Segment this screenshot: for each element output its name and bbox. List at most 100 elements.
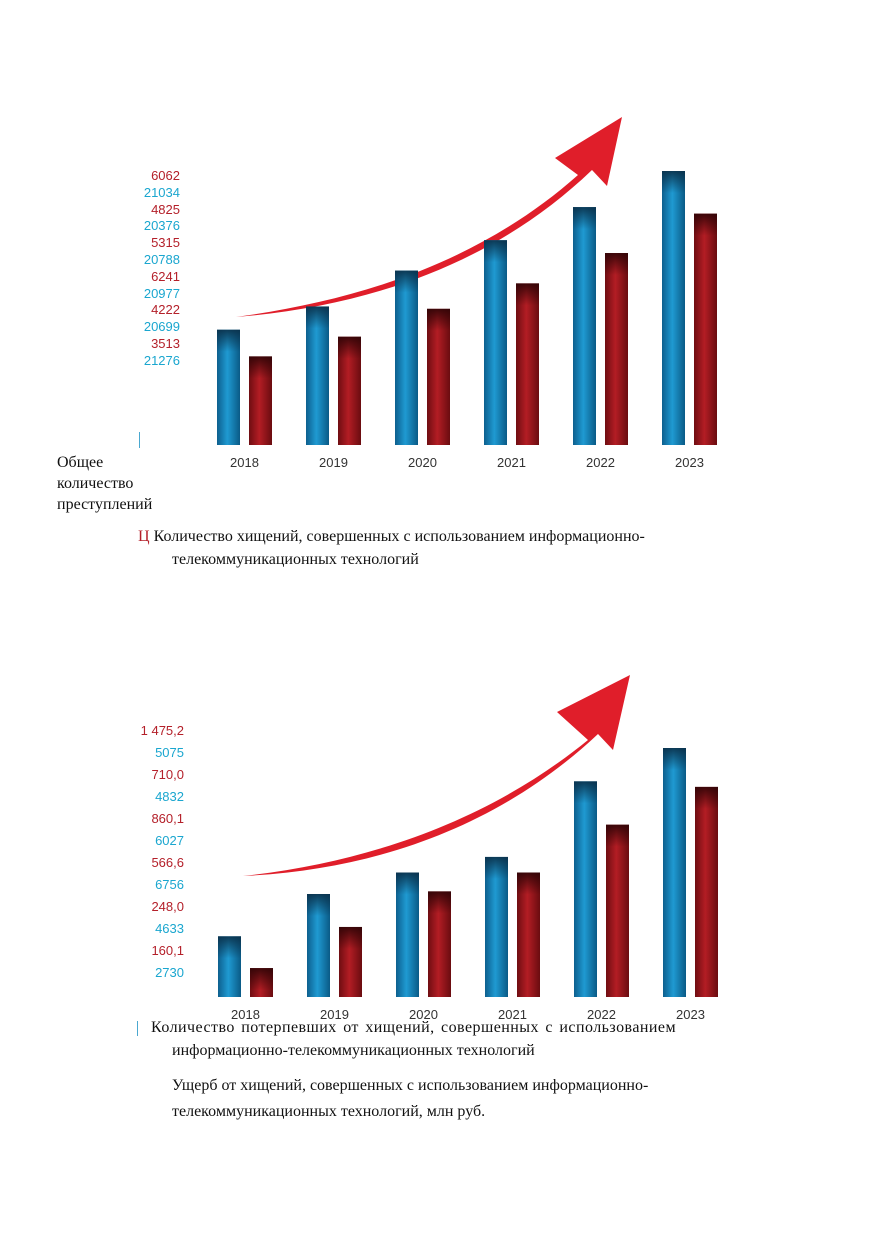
chart-1-bar-shade [395,270,418,293]
chart-1-x-tick: 2021 [497,455,526,470]
chart-2-bar-shade [695,786,718,809]
chart-1-x-tick: 2022 [586,455,615,470]
chart-1-bar-blue-2022 [573,207,596,445]
chart-2-bar-red-2023 [695,786,718,997]
chart-1-ylabel: Общее количество преступлений [57,454,153,513]
chart-1-value-label: 21276 [143,352,180,368]
chart-1-bar-shade [427,308,450,331]
chart-2-value-label: 6027 [155,833,184,848]
chart-1-bar-red-2018 [249,356,272,445]
chart-1-bar-red-2023 [694,213,717,445]
chart-1-legend-line-2: телекоммуникационных технологий [172,551,419,568]
chart-1-bar-red-2021 [516,283,539,445]
chart-1-legend-text-1: Количество хищений, совершенных с исполь… [153,528,645,545]
chart-1-bar-red-2022 [605,253,628,445]
chart-2-x-tick: 2021 [498,1007,527,1022]
chart-1-arrow-icon [236,117,622,317]
chart-1-bar-shade [662,171,685,193]
chart-1-value-label: 3513 [151,335,180,351]
chart-2-x-tick: 2018 [231,1007,260,1022]
chart-2-bars [218,748,718,997]
chart-2-bar-shade [307,893,330,916]
chart-2-bar-shade [517,872,540,895]
chart-2-bar-shade [428,891,451,914]
chart-2-bar-shade [218,936,241,959]
chart-1-bar-red-2019 [338,336,361,445]
chart-1-bar-shade [694,213,717,236]
chart-2-bar-red-2021 [517,872,540,997]
chart-2-bar-shade [396,872,419,895]
chart-1-bars [217,171,717,445]
chart-2-bar-blue-2022 [574,781,597,997]
chart-2-value-label: 6756 [155,877,184,892]
chart-1-legend-marker: Ц [138,528,150,545]
chart-2-legend-2-line-2: телекоммуникационных технологий, млн руб… [172,1103,486,1120]
chart-2-bar-blue-2021 [485,856,508,997]
chart-1-value-label: 20376 [143,218,180,234]
chart-2-bar-shade [339,926,362,949]
chart-1-bar-shade [338,336,361,359]
chart-1-value-label: 4825 [151,201,180,217]
chart-2-bar-shade [485,856,508,879]
chart-1-bar-shade [217,329,240,352]
chart-2-bar-red-2020 [428,891,451,997]
chart-2-x-tick: 2023 [676,1007,705,1022]
chart-1-value-label: 4222 [151,302,180,318]
chart-1-bar-shade [306,306,329,329]
chart-1-value-label: 20788 [143,251,180,267]
chart-1-x-tick: 2020 [408,455,437,470]
chart-1-bar-shade [605,253,628,276]
chart-1-value-label: 6062 [151,168,180,183]
chart-1-axis-stub [139,432,140,448]
chart-1-bar-blue-2021 [484,240,507,445]
chart-2-legend-1: Количество потерпевших от хищений, совер… [137,1019,676,1037]
chart-2-value-label: 566,6 [151,855,184,870]
chart-2-value-label: 5075 [155,745,184,760]
chart-1-bar-red-2020 [427,308,450,445]
chart-2-arrow-icon [243,675,630,876]
chart-2-x-tick: 2019 [320,1007,349,1022]
chart-2-bar-blue-2019 [307,893,330,997]
chart-1-bar-shade [484,240,507,263]
chart-1-bar-blue-2019 [306,306,329,445]
chart-1-bar-shade [249,356,272,379]
chart-2-value-label: 4832 [155,789,184,804]
chart-2-value-label: 2730 [155,965,184,980]
chart-1-bar-blue-2023 [662,171,685,445]
chart-2-legend-text-1: Количество потерпевших от хищений, совер… [151,1019,677,1036]
chart-2-x-tick: 2020 [409,1007,438,1022]
chart-2-bar-blue-2020 [396,872,419,997]
chart-1-x-tick: 2023 [675,455,704,470]
chart-1: 2018 2019 2020 2021 2022 2023 [217,117,717,470]
chart-1-x-ticks: 2018 2019 2020 2021 2022 2023 [230,455,704,470]
chart-1-value-label: 20977 [143,285,180,301]
chart-1-x-tick: 2019 [319,455,348,470]
chart-1-bar-shade [573,207,596,230]
chart-1-bar-blue-2018 [217,329,240,445]
chart-2-value-label: 1 475,2 [140,723,184,738]
chart-1-bar-shade [516,283,539,306]
chart-2-legend-1-line-2: информационно-телекоммуникационных техно… [172,1042,535,1059]
chart-2-value-labels: 1 475,2 5075 710,0 4832 860,1 6027 566,6 6756 24… [112,720,184,984]
chart-2-value-label: 710,0 [151,767,184,782]
chart-1-value-label: 6241 [151,268,180,284]
chart-1-value-labels: 6062 21034 4825 20376 5315 20788 6241 20977 4222… [120,168,180,370]
chart-2-value-label: 860,1 [151,811,184,826]
chart-2-legend-2-line-1: Ущерб от хищений, совершенных с использо… [172,1077,649,1094]
chart-2-value-label: 4633 [155,921,184,936]
chart-2-value-label: 248,0 [151,899,184,914]
chart-1-value-label: 21034 [143,184,180,200]
chart-2-bar-blue-2023 [663,748,686,997]
chart-2-legend-marker [137,1020,138,1036]
chart-1-value-label: 5315 [151,235,180,251]
chart-2-bar-shade [250,968,273,991]
chart-1-legend: Ц Количество хищений, совершенных с испо… [138,528,645,546]
chart-1-x-tick: 2018 [230,455,259,470]
chart-2-bar-shade [574,781,597,804]
chart-2-x-ticks: 2018 2019 2020 2021 2022 2023 [231,1007,705,1022]
chart-2-bar-shade [663,748,686,770]
chart-2-bar-shade [606,824,629,847]
chart-1-value-label: 20699 [143,319,180,335]
chart-2-bar-red-2022 [606,824,629,997]
